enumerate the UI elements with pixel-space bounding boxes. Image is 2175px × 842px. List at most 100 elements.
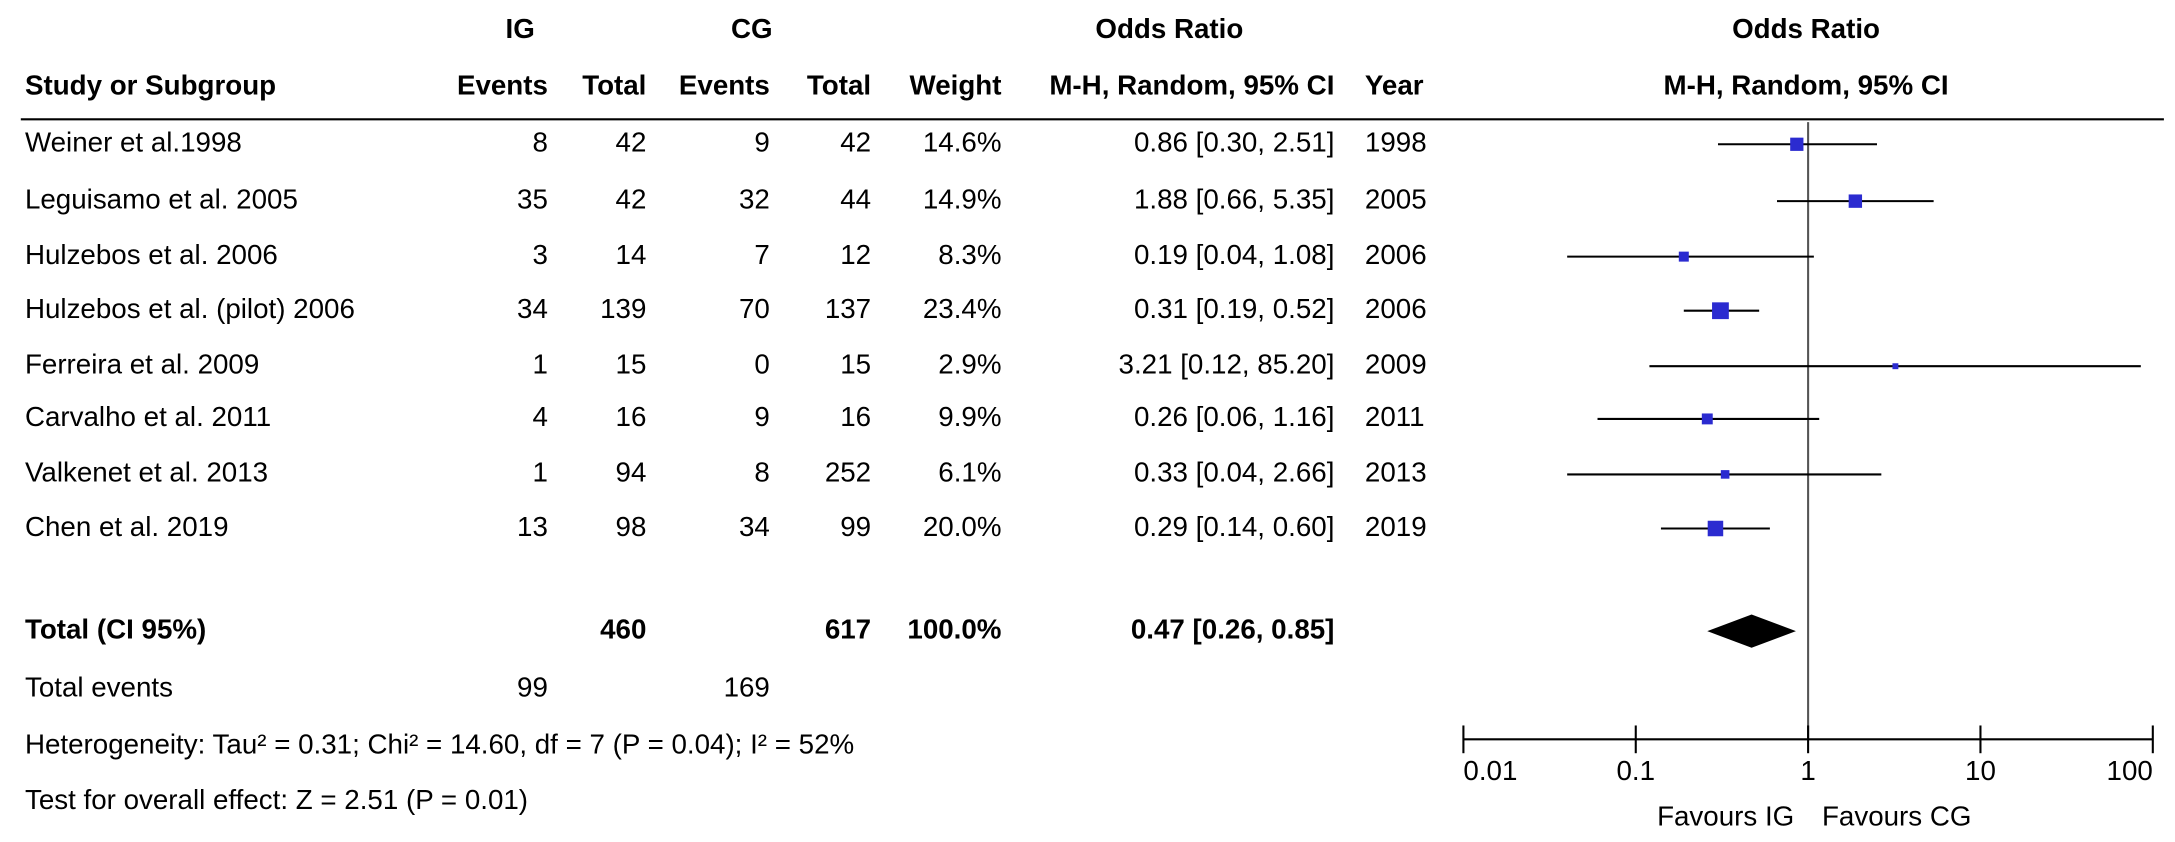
- header-cg: CG: [731, 13, 773, 44]
- cg-events: 8: [754, 457, 769, 488]
- ig-total: 42: [616, 127, 647, 158]
- cg-total: 16: [840, 401, 871, 432]
- year: 2006: [1365, 239, 1427, 270]
- study-name: Valkenet et al. 2013: [25, 457, 268, 488]
- heterogeneity: Heterogeneity: Tau² = 0.31; Chi² = 14.60…: [25, 729, 854, 760]
- point-estimate: [1701, 413, 1713, 425]
- total-events-name: Total events: [25, 672, 173, 703]
- year: 2005: [1365, 183, 1427, 214]
- weight: 6.1%: [938, 457, 1001, 488]
- header-method: M-H, Random, 95% CI: [1049, 70, 1334, 101]
- total-cg: 617: [825, 613, 871, 644]
- header-total-cg: Total: [807, 70, 871, 101]
- ig-events: 1: [532, 349, 547, 380]
- header-plot-method: M-H, Random, 95% CI: [1663, 70, 1948, 101]
- point-estimate: [1720, 470, 1730, 479]
- cg-events: 34: [739, 511, 770, 542]
- ig-total: 139: [600, 293, 646, 324]
- cg-total: 42: [840, 127, 871, 158]
- study-name: Leguisamo et al. 2005: [25, 183, 298, 214]
- weight: 23.4%: [923, 293, 1002, 324]
- odds-ratio-ci: 0.86 [0.30, 2.51]: [1134, 127, 1334, 158]
- ig-events: 35: [517, 183, 548, 214]
- total-name: Total (CI 95%): [25, 613, 206, 644]
- favours-right: Favours CG: [1822, 801, 1972, 832]
- header-or: Odds Ratio: [1095, 13, 1243, 44]
- year: 2019: [1365, 511, 1427, 542]
- point-estimate: [1790, 137, 1804, 151]
- odds-ratio-ci: 0.31 [0.19, 0.52]: [1134, 293, 1334, 324]
- total-events-ig: 99: [517, 672, 548, 703]
- point-estimate: [1848, 194, 1863, 208]
- cg-events: 70: [739, 293, 770, 324]
- cg-events: 9: [754, 127, 769, 158]
- odds-ratio-ci: 1.88 [0.66, 5.35]: [1134, 183, 1334, 214]
- header-weight: Weight: [910, 70, 1002, 101]
- year: 2011: [1365, 401, 1425, 432]
- odds-ratio-ci: 0.26 [0.06, 1.16]: [1134, 401, 1334, 432]
- ig-events: 34: [517, 293, 548, 324]
- ig-events: 8: [532, 127, 547, 158]
- weight: 14.9%: [923, 183, 1002, 214]
- header-total-ig: Total: [582, 70, 646, 101]
- ig-total: 94: [616, 457, 647, 488]
- point-estimate: [1707, 520, 1724, 537]
- pooled-diamond: [1707, 614, 1796, 648]
- ig-total: 42: [616, 183, 647, 214]
- year: 2006: [1365, 293, 1427, 324]
- weight: 8.3%: [938, 239, 1001, 270]
- ig-total: 15: [616, 349, 647, 380]
- x-tick-label: 10: [1965, 755, 1996, 786]
- study-name: Weiner et al.1998: [25, 127, 242, 158]
- header-plot-title: Odds Ratio: [1732, 13, 1880, 44]
- study-name: Chen et al. 2019: [25, 511, 229, 542]
- total-ci: 0.47 [0.26, 0.85]: [1131, 613, 1335, 644]
- header-events-ig: Events: [457, 70, 548, 101]
- weight: 9.9%: [938, 401, 1001, 432]
- study-name: Carvalho et al. 2011: [25, 401, 271, 432]
- header-year: Year: [1365, 70, 1424, 101]
- year: 2013: [1365, 457, 1427, 488]
- header-ig: IG: [506, 13, 535, 44]
- overall-effect: Test for overall effect: Z = 2.51 (P = 0…: [25, 784, 528, 815]
- total-weight: 100.0%: [907, 613, 1001, 644]
- cg-total: 252: [825, 457, 871, 488]
- ig-total: 16: [616, 401, 647, 432]
- cg-total: 12: [840, 239, 871, 270]
- total-ig: 460: [600, 613, 646, 644]
- point-estimate: [1712, 302, 1729, 320]
- cg-total: 99: [840, 511, 871, 542]
- point-estimate: [1678, 251, 1689, 262]
- ig-events: 3: [532, 239, 547, 270]
- odds-ratio-ci: 3.21 [0.12, 85.20]: [1119, 349, 1335, 380]
- ig-events: 13: [517, 511, 548, 542]
- cg-events: 7: [754, 239, 769, 270]
- header-events-cg: Events: [679, 70, 770, 101]
- weight: 20.0%: [923, 511, 1002, 542]
- cg-total: 15: [840, 349, 871, 380]
- odds-ratio-ci: 0.19 [0.04, 1.08]: [1134, 239, 1334, 270]
- weight: 2.9%: [938, 349, 1001, 380]
- header: IG CG Odds Ratio Odds Ratio Study or Sub…: [20, 13, 2164, 121]
- ig-total: 98: [616, 511, 647, 542]
- cg-events: 0: [754, 349, 769, 380]
- weight: 14.6%: [923, 127, 1002, 158]
- year: 2009: [1365, 349, 1427, 380]
- ig-events: 1: [532, 457, 547, 488]
- study-name: Hulzebos et al. 2006: [25, 239, 278, 270]
- total-events-cg: 169: [724, 672, 770, 703]
- cg-events: 9: [754, 401, 769, 432]
- study-name: Ferreira et al. 2009: [25, 349, 259, 380]
- favours-left: Favours IG: [1657, 801, 1794, 832]
- ig-total: 14: [616, 239, 647, 270]
- year: 1998: [1365, 127, 1427, 158]
- cg-total: 44: [840, 183, 871, 214]
- cg-total: 137: [825, 293, 871, 324]
- ig-events: 4: [532, 401, 547, 432]
- x-tick-label: 100: [2107, 755, 2153, 786]
- study-name: Hulzebos et al. (pilot) 2006: [25, 293, 355, 324]
- cg-events: 32: [739, 183, 770, 214]
